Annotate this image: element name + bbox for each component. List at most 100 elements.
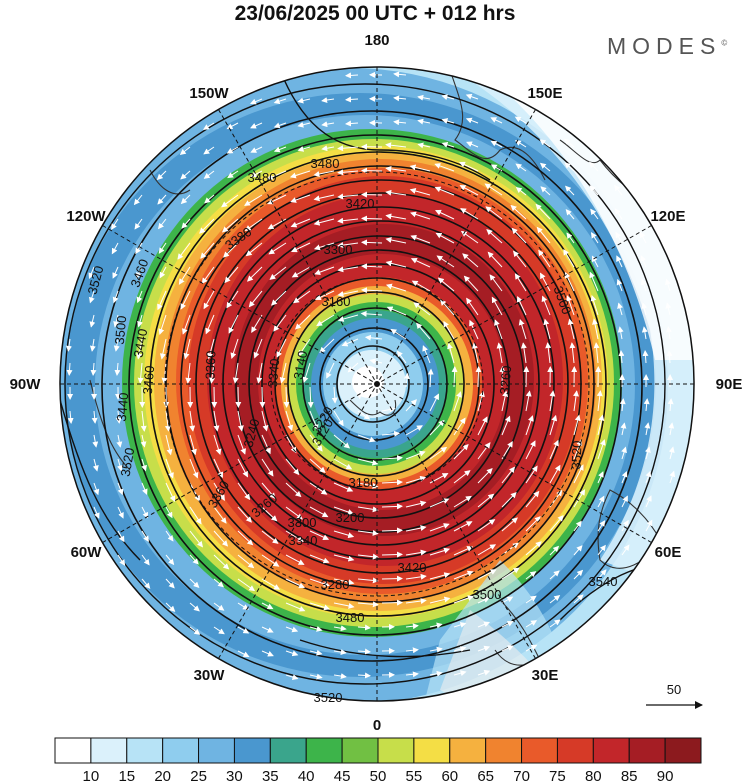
wind-vector [140,434,147,448]
wind-vector [589,185,599,196]
wind-vector [261,458,274,477]
wind-vector [536,226,551,244]
wind-vector [337,145,359,152]
wind-vector [316,314,335,327]
wind-vector [573,594,584,604]
wind-vector [564,162,575,172]
wind-vector [261,410,269,432]
wind-vector [515,163,527,172]
contour-label: 3500 [473,587,502,602]
wind-vector [669,470,676,484]
wind-vector [429,523,450,532]
colorbar-swatch [413,737,451,764]
wind-vector [573,390,579,412]
wind-vector [413,302,431,316]
wind-vector [88,266,95,280]
wind-vector [410,258,431,268]
wind-vector [333,554,355,562]
contour-label: 3460 [140,365,157,395]
wind-vector [337,266,359,273]
wind-vector [573,439,583,460]
colorbar-swatch [628,737,666,764]
wind-vector [512,250,527,268]
reference-vector-label: 50 [667,682,681,697]
wind-vector [539,139,551,148]
wind-vector [477,621,491,628]
wind-vector [357,482,379,489]
contour-label: 3520 [84,264,106,296]
wind-vector [213,482,225,501]
wind-vector [249,98,263,105]
wind-vector [665,326,672,340]
colorbar-swatch [269,737,307,764]
wind-vector [261,626,274,633]
wind-vector [137,362,144,384]
wind-vector [549,439,559,460]
wind-vector [292,290,311,304]
wind-vector [237,650,250,657]
colorbar-tick-label: 85 [621,768,638,782]
wind-vector [273,98,287,105]
wind-vector [213,626,225,635]
colorbar-swatch [233,737,271,764]
wind-vector [429,419,445,436]
wind-vector [205,314,215,335]
longitude-label: 30W [194,667,226,684]
colorbar-tick-label: 15 [118,768,135,782]
wind-vector [621,470,628,484]
pole-marker [374,381,380,387]
wind-vector [405,399,417,412]
wind-vector [381,479,403,486]
wind-vector [207,338,215,360]
wind-vector [429,498,450,508]
colorbar-tick-label: 75 [549,768,566,782]
wind-vector [289,170,311,179]
wind-vector [644,422,651,436]
wind-vector [177,242,191,260]
wind-vector [501,567,520,580]
longitude-label: 30E [532,667,559,684]
wind-vector [510,204,527,220]
wind-vector [141,482,148,496]
wind-vector [178,266,191,285]
wind-vector [621,495,628,508]
wind-vector [285,554,305,565]
wind-vector [567,318,575,340]
contour-label-group: 3260 [497,365,514,395]
wind-vector [165,434,173,456]
wind-vector [189,626,201,635]
wind-vector [453,443,469,460]
wind-vector [463,275,479,292]
wind-vector [443,320,455,340]
wind-vector [381,406,396,413]
wind-vector [381,503,403,510]
wind-vector [453,417,466,436]
colorbar-swatch [162,737,200,764]
wind-vector [66,362,73,376]
wind-vector [261,650,274,657]
colorbar-swatch [198,737,235,764]
wind-vector [429,547,451,556]
wind-vector [67,410,74,424]
wind-vector [345,120,359,127]
wind-vector [307,386,314,409]
wind-vector [549,545,560,556]
wind-vector [361,287,383,294]
contour-label-group: 3420 [346,196,375,211]
wind-vector [333,458,353,470]
longitude-label: 150W [189,85,229,102]
contour-label-group: 3500 [112,315,129,345]
contour-label: 3480 [248,170,277,185]
wind-vector [466,297,479,316]
wind-vector [237,578,256,592]
colorbar-swatch [664,737,702,764]
wind-vector [314,266,335,275]
wind-vector [141,458,147,472]
wind-vector [525,440,536,460]
colorbar-swatch [54,737,92,764]
wind-vector [213,410,220,432]
wind-vector [381,551,403,558]
wind-vector [409,188,431,196]
wind-vector [189,506,202,525]
